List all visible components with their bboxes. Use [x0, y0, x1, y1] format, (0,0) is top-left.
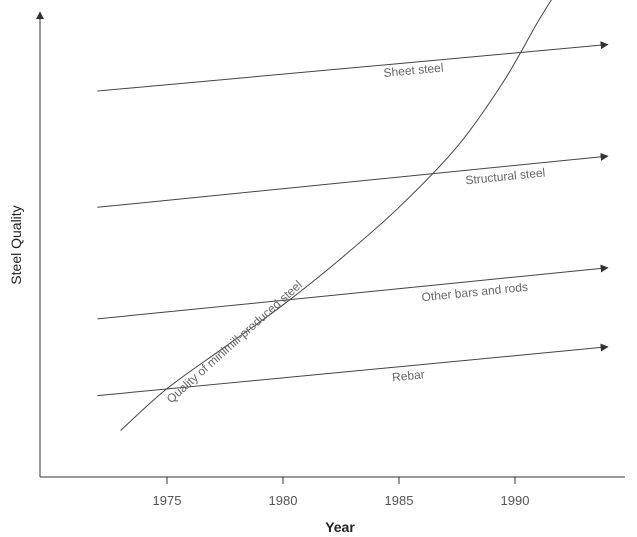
series-lines [97, 0, 609, 431]
x-tick-label-1980: 1980 [269, 493, 298, 508]
series-line-other-bars-and-rods [97, 264, 609, 320]
series-line-rebar [97, 343, 609, 397]
series-label-other-bars-and-rods: Other bars and rods [421, 280, 529, 305]
series-label-quality-of-minimill-produced-steel: Quality of minimill-produced steel [164, 278, 305, 406]
x-tick-label-1985: 1985 [385, 493, 414, 508]
series-line-sheet-steel [97, 41, 609, 92]
series-label-structural-steel: Structural steel [465, 165, 546, 187]
x-tick-label-1975: 1975 [153, 493, 182, 508]
series-label-sheet-steel: Sheet steel [383, 61, 444, 80]
series-line-quality-of-minimill-produced-steel [120, 0, 552, 431]
series-line-structural-steel [97, 152, 609, 208]
x-axis-title: Year [325, 519, 355, 535]
x-tick-label-1990: 1990 [501, 493, 530, 508]
series-label-rebar: Rebar [391, 367, 425, 384]
series-labels: Sheet steel Structural steel Other bars an… [164, 61, 546, 406]
x-ticks: 1975 1980 1985 1990 [153, 477, 530, 508]
y-axis-title: Steel Quality [8, 205, 24, 284]
